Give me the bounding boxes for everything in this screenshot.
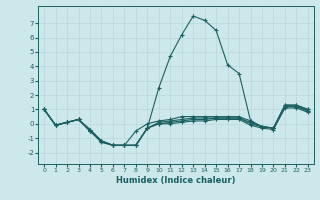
X-axis label: Humidex (Indice chaleur): Humidex (Indice chaleur) xyxy=(116,176,236,185)
